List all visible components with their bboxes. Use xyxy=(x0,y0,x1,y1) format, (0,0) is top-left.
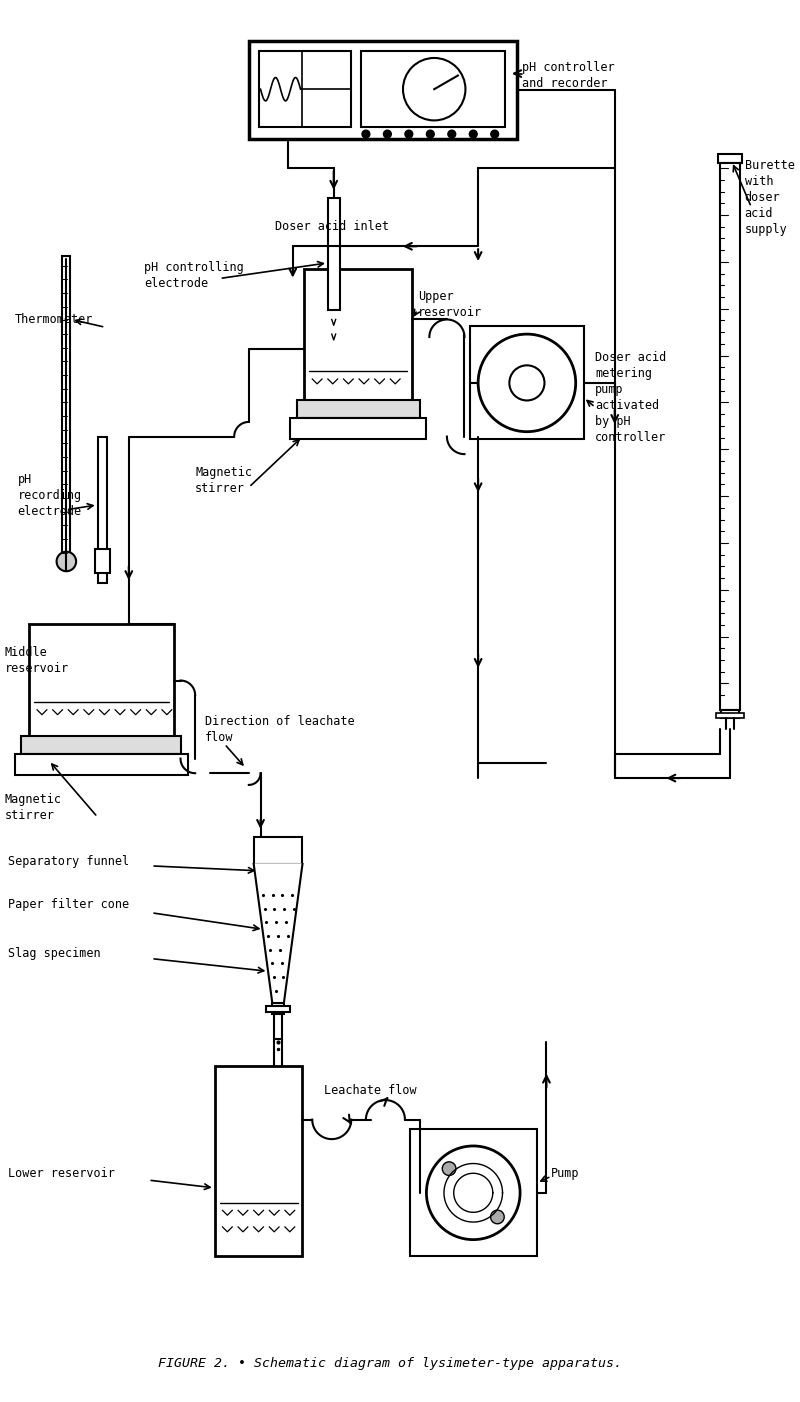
Circle shape xyxy=(442,1162,456,1175)
Text: Thermometer: Thermometer xyxy=(14,313,93,327)
Text: Magnetic
stirrer: Magnetic stirrer xyxy=(195,465,252,495)
Text: Paper filter cone: Paper filter cone xyxy=(8,899,129,911)
Text: Middle
reservoir: Middle reservoir xyxy=(5,646,69,676)
Circle shape xyxy=(405,130,413,137)
Text: Doser acid
metering
pump
activated
by pH
controller: Doser acid metering pump activated by pH… xyxy=(595,350,666,444)
Circle shape xyxy=(491,130,498,137)
Bar xyxy=(721,709,738,718)
Circle shape xyxy=(57,552,76,571)
Bar xyxy=(94,548,110,573)
Bar xyxy=(258,50,351,128)
Bar xyxy=(62,257,70,558)
Bar xyxy=(305,269,412,401)
Circle shape xyxy=(490,1210,504,1224)
Bar xyxy=(410,1130,537,1256)
Bar xyxy=(361,50,506,128)
Text: pH controlling
electrode: pH controlling electrode xyxy=(145,261,244,290)
Text: FIGURE 2. • Schematic diagram of lysimeter-type apparatus.: FIGURE 2. • Schematic diagram of lysimet… xyxy=(158,1357,622,1370)
Text: Leachate flow: Leachate flow xyxy=(324,1084,417,1096)
Text: Lower reservoir: Lower reservoir xyxy=(8,1166,114,1179)
Text: Direction of leachate
flow: Direction of leachate flow xyxy=(205,715,354,744)
Bar xyxy=(14,754,188,775)
Text: pH controller
and recorder: pH controller and recorder xyxy=(522,62,614,90)
Bar xyxy=(274,1014,282,1039)
Bar xyxy=(214,1066,302,1256)
Text: Doser acid inlet: Doser acid inlet xyxy=(274,220,389,233)
Bar xyxy=(470,327,583,439)
Circle shape xyxy=(383,130,391,137)
Text: pH
recording
electrode: pH recording electrode xyxy=(18,472,82,517)
Circle shape xyxy=(448,130,456,137)
Text: Magnetic
stirrer: Magnetic stirrer xyxy=(5,794,62,822)
Bar xyxy=(718,154,742,164)
Text: Upper
reservoir: Upper reservoir xyxy=(418,290,482,320)
Text: Burette
with
doser
acid
supply: Burette with doser acid supply xyxy=(745,158,794,236)
Bar xyxy=(266,1007,290,1012)
Bar xyxy=(272,1002,284,1014)
Bar xyxy=(290,418,426,439)
Bar xyxy=(716,712,743,718)
Bar xyxy=(30,624,174,736)
Circle shape xyxy=(362,130,370,137)
Bar xyxy=(249,42,517,139)
Text: Pump: Pump xyxy=(551,1166,580,1179)
Circle shape xyxy=(426,130,434,137)
Bar xyxy=(254,837,302,864)
Bar xyxy=(297,401,419,418)
Text: Separatory funnel: Separatory funnel xyxy=(8,855,129,868)
Text: Slag specimen: Slag specimen xyxy=(8,948,101,960)
Bar xyxy=(328,198,339,310)
Bar xyxy=(98,436,107,583)
Circle shape xyxy=(470,130,477,137)
Bar xyxy=(720,164,740,709)
Bar xyxy=(22,736,182,754)
Polygon shape xyxy=(254,864,302,1002)
